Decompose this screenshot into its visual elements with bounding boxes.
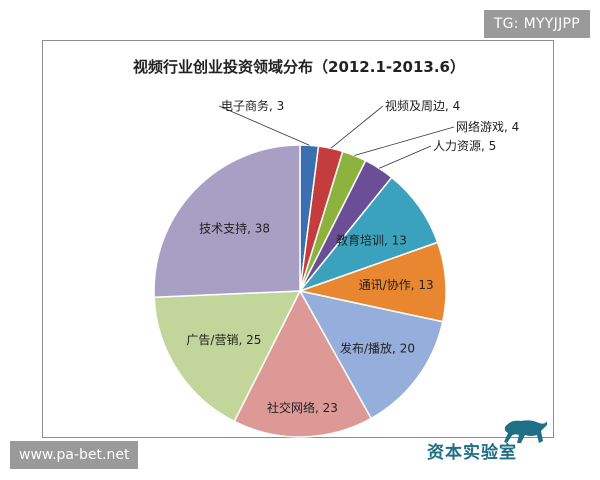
pie-slices <box>153 144 447 438</box>
pie-slice <box>233 289 373 438</box>
slice-label: 发布/播放, 20 <box>340 340 415 355</box>
leader-line <box>330 105 384 149</box>
pie-slice <box>297 241 447 323</box>
slice-label: 电子商务, 3 <box>221 98 284 113</box>
slice-label: 教育培训, 13 <box>336 232 407 247</box>
pie-chart: 视频行业创业投资领域分布（2012.1-2013.6） 电子商务, 3 视频及周边… <box>133 58 519 438</box>
slice-label: 广告/营销, 25 <box>186 333 261 347</box>
pie-slice <box>297 176 439 293</box>
slice-label: 通讯/协作, 13 <box>359 277 434 292</box>
chart-title: 视频行业创业投资领域分布（2012.1-2013.6） <box>133 58 465 76</box>
slice-labels: 电子商务, 3 视频及周边, 4 网络游戏, 4 人力资源, 5 教育培训, 13 通讯/… <box>186 98 519 415</box>
slice-label: 网络游戏, 4 <box>456 119 519 134</box>
pie-slice <box>298 289 444 420</box>
slice-label: 视频及周边, 4 <box>385 98 460 113</box>
watermark-top: TG: MYYJJPP <box>483 10 590 38</box>
pie-slice <box>153 144 301 298</box>
leader-line <box>379 145 432 169</box>
leader-line <box>354 126 455 156</box>
chart-frame: 视频行业创业投资领域分布（2012.1-2013.6） 电子商务, 3 视频及周边… <box>42 40 554 463</box>
leader-line <box>218 105 310 146</box>
pie-slice <box>153 290 302 423</box>
slice-label: 人力资源, 5 <box>433 139 496 153</box>
leader-lines <box>218 105 455 169</box>
watermark-bottom: www.pa-bet.net <box>10 441 139 469</box>
brand-name: 资本实验室 <box>427 443 517 463</box>
slice-label: 技术支持, 38 <box>199 220 270 235</box>
slice-label: 社交网络, 23 <box>267 400 338 415</box>
panther-logo-icon <box>504 420 547 443</box>
